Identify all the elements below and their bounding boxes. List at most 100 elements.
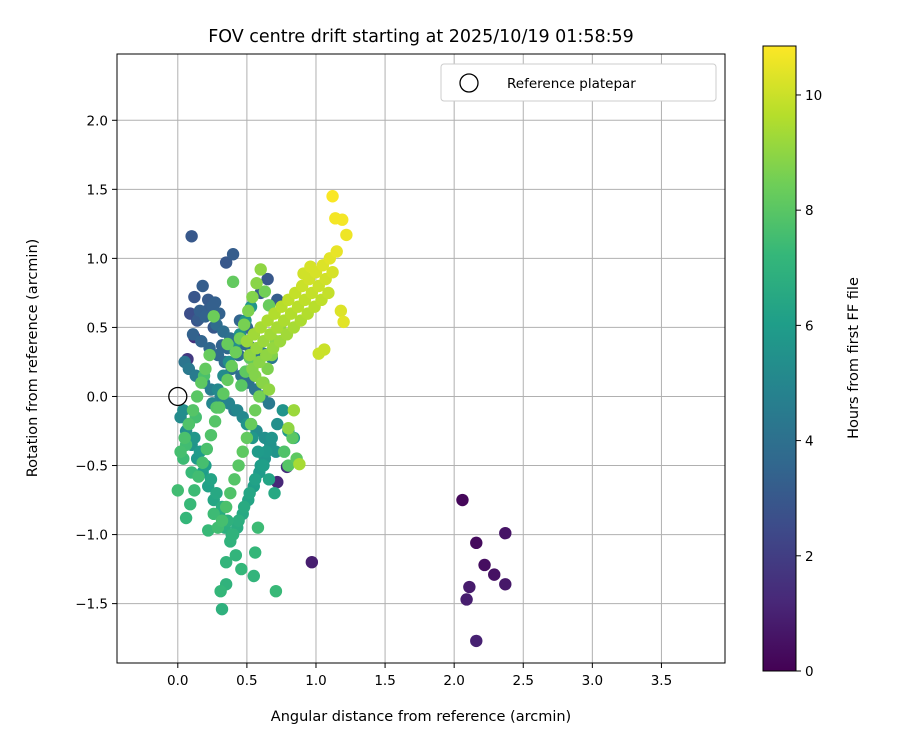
scatter-point (185, 230, 198, 243)
scatter-point (460, 593, 473, 606)
scatter-point (199, 362, 212, 376)
scatter-point (188, 431, 201, 445)
x-tick-label: 3.5 (651, 673, 672, 689)
scatter-point (248, 473, 262, 486)
scatter-point (326, 265, 339, 279)
y-tick-label: 0.0 (87, 389, 108, 405)
scatter-point (215, 514, 229, 527)
scatter-point (250, 277, 263, 290)
scatter-point (188, 484, 201, 497)
scatter-point (282, 422, 295, 435)
scatter-point (204, 428, 218, 442)
scatter-point (192, 470, 205, 483)
scatter-point (221, 373, 234, 387)
colorbar-tick-label: 2 (805, 549, 814, 565)
scatter-point (219, 256, 233, 269)
y-tick-label: −1.0 (75, 528, 108, 544)
colorbar-label: Hours from first FF file (846, 277, 862, 439)
scatter-point (174, 445, 187, 458)
scatter-point (229, 549, 243, 562)
scatter-point (171, 484, 184, 497)
x-tick-label: 2.0 (443, 673, 464, 689)
scatter-point (312, 347, 325, 360)
x-tick-label: 1.0 (305, 673, 326, 689)
scatter-point (488, 568, 501, 581)
scatter-point (232, 459, 245, 472)
scatter-point (336, 213, 349, 226)
x-tick-label: 0.5 (236, 673, 257, 689)
scatter-point (228, 473, 241, 486)
scatter-point (499, 526, 512, 540)
scatter-point (229, 346, 243, 359)
scatter-point (246, 290, 259, 304)
scatter-point (186, 328, 200, 341)
scatter-point (242, 304, 255, 318)
scatter-point (261, 272, 274, 286)
plot-frame (116, 53, 726, 664)
scatter-point (200, 442, 214, 456)
scatter-point (276, 404, 290, 417)
scatter-point (224, 486, 237, 500)
scatter-point (215, 602, 229, 616)
scatter-point (188, 290, 201, 304)
scatter-point (236, 445, 249, 458)
scatter-point (258, 285, 272, 298)
scatter-point (244, 417, 258, 431)
scatter-point (268, 486, 281, 500)
scatter-point (262, 383, 276, 396)
scatter-point (214, 584, 227, 598)
scatter-point (207, 310, 220, 323)
scatter-point (184, 497, 197, 511)
colorbar-tick-label: 8 (805, 203, 814, 219)
legend-label: Reference platepar (507, 76, 636, 92)
scatter-point (232, 514, 245, 527)
scatter-point (247, 569, 260, 583)
scatter-point (243, 486, 256, 500)
scatter-point (251, 445, 265, 458)
scatter-point (251, 521, 265, 534)
scatter-point (204, 473, 218, 486)
scatter-point (208, 415, 222, 428)
scatter-point (235, 562, 248, 576)
scatter-point (337, 315, 350, 329)
scatter-point (470, 536, 483, 550)
scatter-point (330, 245, 343, 258)
scatter-point (240, 431, 254, 445)
legend-frame (440, 63, 717, 102)
x-tick-label: 0.0 (167, 673, 188, 689)
colorbar-tick-label: 10 (805, 88, 822, 104)
scatter-point (203, 348, 216, 362)
scatter-point (265, 431, 278, 445)
scatter-point (179, 511, 193, 525)
scatter-point (237, 500, 251, 514)
y-tick-label: −1.5 (75, 597, 108, 613)
scatter-point (262, 473, 276, 486)
scatter-point (195, 376, 208, 389)
colorbar: 0 2 4 6 8 10 Hours from first FF file (762, 45, 862, 680)
legend-marker-icon (459, 73, 479, 93)
scatter-point (248, 404, 262, 417)
scatter-point (219, 500, 233, 514)
scatter-point (463, 580, 476, 594)
scatter-point (326, 190, 339, 203)
y-tick-label: 0.5 (87, 320, 108, 336)
chart-title: FOV centre drift starting at 2025/10/19 … (208, 27, 634, 47)
scatter-point (478, 558, 491, 572)
scatter-point (248, 546, 262, 559)
x-axis-label: Angular distance from reference (arcmin) (271, 709, 571, 725)
grid (117, 54, 725, 663)
scatter-points (171, 190, 512, 648)
scatter-point (257, 459, 270, 472)
scatter-point (282, 459, 295, 472)
scatter-point (221, 337, 234, 351)
scatter-point (253, 390, 266, 403)
y-tick-label: 1.5 (87, 182, 108, 198)
scatter-point (261, 362, 274, 376)
colorbar-tick-label: 6 (805, 318, 814, 334)
scatter-point (293, 457, 306, 471)
scatter-point (278, 445, 291, 458)
scatter-point (196, 456, 209, 469)
scatter-point (340, 228, 353, 242)
scatter-point (456, 493, 469, 507)
